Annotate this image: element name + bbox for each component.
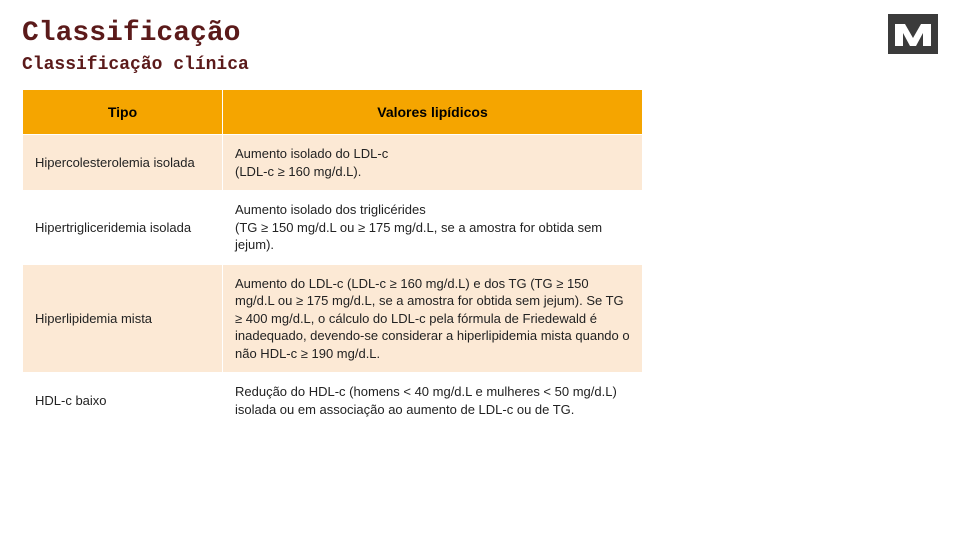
cell-tipo: Hipertrigliceridemia isolada (23, 191, 223, 265)
table-row: HDL-c baixo Redução do HDL-c (homens < 4… (23, 373, 643, 429)
col-header-tipo: Tipo (23, 90, 223, 135)
cell-tipo: HDL-c baixo (23, 373, 223, 429)
cell-valores: Aumento do LDL-c (LDL-c ≥ 160 mg/d.L) e … (223, 264, 643, 373)
table-header-row: Tipo Valores lipídicos (23, 90, 643, 135)
table-row: Hipertrigliceridemia isolada Aumento iso… (23, 191, 643, 265)
table-row: Hipercolesterolemia isolada Aumento isol… (23, 135, 643, 191)
cell-valores: Redução do HDL-c (homens < 40 mg/d.L e m… (223, 373, 643, 429)
classification-table: Tipo Valores lipídicos Hipercolesterolem… (22, 89, 643, 430)
cell-tipo: Hiperlipidemia mista (23, 264, 223, 373)
table-row: Hiperlipidemia mista Aumento do LDL-c (L… (23, 264, 643, 373)
col-header-valores: Valores lipídicos (223, 90, 643, 135)
cell-valores: Aumento isolado dos triglicérides(TG ≥ 1… (223, 191, 643, 265)
cell-tipo: Hipercolesterolemia isolada (23, 135, 223, 191)
page-title: Classificação (22, 18, 938, 49)
cell-valores: Aumento isolado do LDL-c(LDL-c ≥ 160 mg/… (223, 135, 643, 191)
page-subtitle: Classificação clínica (22, 55, 938, 75)
logo-icon (888, 14, 938, 54)
